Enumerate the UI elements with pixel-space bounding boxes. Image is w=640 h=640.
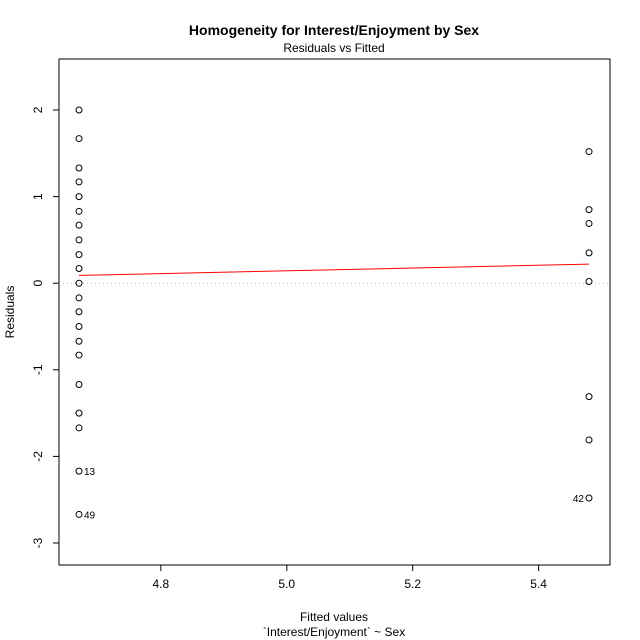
residual-point (75, 193, 83, 201)
y-tick-label: 0 (31, 280, 45, 287)
axes: 4.8 5.0 5.2 5.4 -3 -2 -1 0 1 2 (31, 106, 547, 591)
y-tick-label: -3 (31, 537, 45, 548)
residual-point (75, 510, 83, 518)
chart-marks: 13 49 42 (59, 106, 610, 521)
residual-point (75, 106, 83, 114)
y-axis-label: Residuals (3, 286, 17, 339)
chart-subtitle: Residuals vs Fitted (283, 41, 384, 55)
residual-point (585, 436, 593, 444)
x-axis-label: Fitted values (300, 610, 368, 624)
residual-point (75, 251, 83, 259)
y-tick-label: -1 (31, 364, 45, 375)
residual-point (585, 277, 593, 285)
x-tick-label: 5.4 (530, 577, 547, 591)
residual-point (75, 337, 83, 345)
x-tick-label: 5.0 (278, 577, 295, 591)
outlier-label: 13 (84, 467, 96, 478)
residual-point (75, 424, 83, 432)
residual-point (75, 221, 83, 229)
y-tick-label: 2 (31, 106, 45, 113)
outlier-label: 42 (573, 494, 585, 505)
residual-point (75, 164, 83, 172)
residual-point (75, 207, 83, 215)
residual-point (585, 494, 593, 502)
plot-frame (58, 58, 611, 566)
residual-point (585, 219, 593, 227)
residual-point (585, 249, 593, 257)
x-tick-label: 4.8 (153, 577, 170, 591)
chart-title: Homogeneity for Interest/Enjoyment by Se… (189, 22, 479, 38)
residual-point (75, 236, 83, 244)
residual-point (585, 148, 593, 156)
residual-point (75, 279, 83, 287)
residual-point (75, 409, 83, 417)
residual-point (75, 294, 83, 302)
y-tick-label: 1 (31, 193, 45, 200)
residual-point (75, 467, 83, 475)
y-tick-label: -2 (31, 451, 45, 462)
residual-point (75, 351, 83, 359)
smooth-line (78, 263, 590, 276)
residual-point (585, 206, 593, 214)
x-tick-label: 5.2 (404, 577, 421, 591)
residual-point (585, 393, 593, 401)
residual-point (75, 135, 83, 143)
residual-point (75, 264, 83, 272)
residual-point (75, 308, 83, 316)
residual-point (75, 381, 83, 389)
residual-point (75, 178, 83, 186)
x-axis-formula: `Interest/Enjoyment` ~ Sex (263, 625, 405, 639)
outlier-label: 49 (84, 510, 96, 521)
residual-point (75, 323, 83, 330)
